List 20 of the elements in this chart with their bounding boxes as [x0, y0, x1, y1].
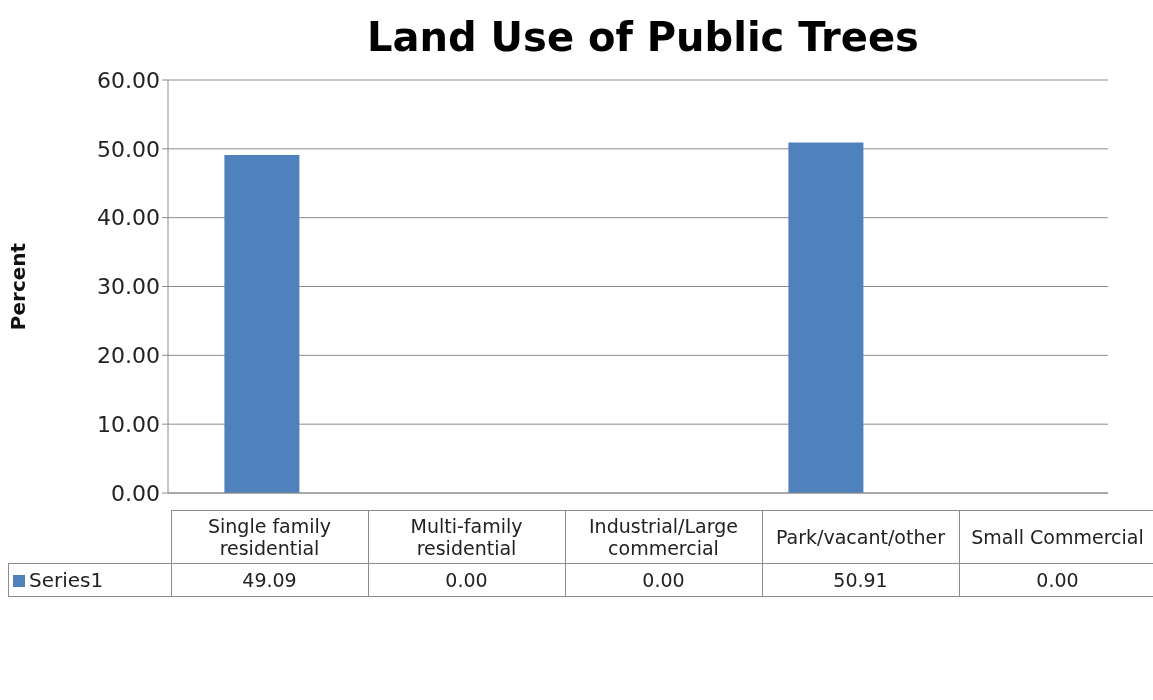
y-tick-label: 30.00 — [97, 274, 160, 300]
y-tick-label: 0.00 — [111, 480, 160, 506]
y-tick-label: 40.00 — [97, 205, 160, 231]
y-tick-label: 60.00 — [97, 67, 160, 93]
y-tick-label: 20.00 — [97, 343, 160, 369]
y-tick-label: 50.00 — [97, 136, 160, 162]
y-tick-label: 10.00 — [97, 411, 160, 437]
x-tick-label: Small Commercial — [959, 510, 1153, 564]
y-axis-title: Percent — [6, 242, 31, 331]
data-label: 0.00 — [959, 563, 1153, 597]
data-label: 49.09 — [171, 563, 368, 597]
data-label: 0.00 — [368, 563, 565, 597]
x-tick-label: Multi-family residential — [368, 510, 565, 564]
legend-label: Series1 — [8, 563, 171, 597]
x-tick-label: Industrial/Large commercial — [565, 510, 762, 564]
x-tick-label: Park/vacant/other — [762, 510, 959, 564]
data-label: 0.00 — [565, 563, 762, 597]
chart-title: Land Use of Public Trees — [366, 13, 920, 62]
x-tick-label: Single family residential — [171, 510, 368, 564]
data-label: 50.91 — [762, 563, 959, 597]
